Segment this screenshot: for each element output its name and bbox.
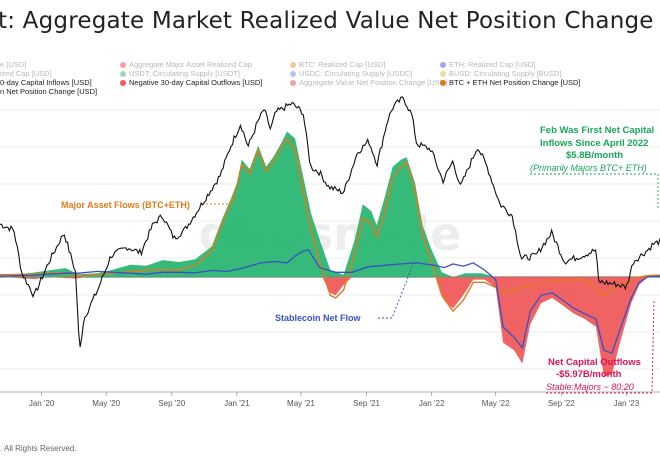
annotation-stablecoin: Stablecoin Net Flow — [275, 313, 362, 323]
legend-item[interactable]: USDC: Circulating Supply [USDC] — [290, 69, 412, 78]
legend: e [USD] Aggregate Major Asset Realized Ca… — [0, 60, 660, 100]
inflow-pointer — [530, 173, 659, 210]
legend-label: USDT: Circulating Supply [USDT] — [129, 69, 240, 78]
price-line-path — [0, 96, 660, 348]
legend-dot — [120, 61, 126, 68]
legend-label: Negative 30-day Capital Outflows [USD] — [129, 78, 263, 87]
legend-label: 0-day Capital Inflows [USD] — [0, 78, 92, 87]
legend-item[interactable]: ETH: Realized Cap [USD] — [440, 60, 535, 69]
legend-dot — [290, 70, 296, 77]
legend-dot — [120, 79, 126, 86]
annotation-outflow-line3: Stable:Majors ~ 80:20 — [546, 382, 634, 392]
legend-label: BTC: Realized Cap [USD] — [299, 60, 386, 69]
x-tick-label: Sep '20 — [158, 399, 185, 408]
stablecoin-flow-line — [0, 249, 660, 354]
legend-item[interactable]: Aggregate Major Asset Realized Cap — [120, 60, 252, 69]
annotation-major-flows: Major Asset Flows (BTC+ETH) — [61, 200, 190, 210]
x-axis: Jan '20 May '20 Sep '20 Jan '21 May '21 Sep '… — [0, 391, 660, 408]
chart-title: t: Aggregate Market Realized Value Net P… — [0, 8, 654, 34]
x-tick-label: May '22 — [482, 399, 510, 408]
grid — [0, 109, 660, 370]
legend-label: Aggregate Major Asset Realized Cap — [129, 60, 252, 69]
flow-lines — [0, 137, 660, 354]
outflow-pointer — [546, 299, 655, 394]
annotation-outflow-line1: Net Capital Outflows — [548, 357, 641, 368]
annotation-inflow-line4: (Primarily Majors BTC+ ETH) — [530, 163, 647, 173]
legend-label: BUSD: Circulating Supply [BUSD] — [449, 69, 562, 78]
legend-item[interactable]: BUSD: Circulating Supply [BUSD] — [440, 69, 562, 78]
legend-item[interactable]: ized Cap [USD] — [0, 69, 52, 78]
legend-item[interactable]: e [USD] — [0, 60, 26, 69]
x-tick-label: Jan '22 — [419, 399, 445, 408]
legend-label: ized Cap [USD] — [0, 69, 52, 78]
legend-item[interactable]: BTC: Realized Cap [USD] — [290, 60, 385, 69]
annotations: Major Asset Flows (BTC+ETH) Stablecoin Ne… — [61, 125, 659, 394]
legend-item[interactable]: BTC + ETH Net Position Change [USD] — [440, 78, 581, 87]
x-tick-label: May '20 — [92, 399, 120, 408]
legend-label: n Net Position Change [USD] — [0, 87, 98, 96]
price-line — [0, 96, 660, 348]
legend-dot — [440, 79, 446, 86]
legend-label: ETH: Realized Cap [USD] — [449, 60, 536, 69]
annotation-inflow-line1: Feb Was First Net Capital — [540, 125, 654, 136]
x-tick-label: Sep '21 — [353, 399, 380, 408]
legend-label: BTC + ETH Net Position Change [USD] — [449, 78, 581, 87]
x-tick-label: Jan '20 — [29, 399, 55, 408]
legend-item[interactable]: Negative 30-day Capital Outflows [USD] — [120, 78, 262, 87]
annotation-inflow-line3: $5.8B/month — [566, 150, 623, 161]
legend-item[interactable]: USDT: Circulating Supply [USDT] — [120, 69, 240, 78]
legend-item[interactable]: 0-day Capital Inflows [USD] — [0, 78, 92, 87]
legend-dot — [290, 79, 296, 86]
x-tick-label: May '21 — [287, 399, 315, 408]
legend-label: e [USD] — [0, 60, 27, 69]
legend-dot — [440, 70, 446, 77]
copyright-footer: . All Rights Reserved. — [0, 444, 77, 453]
legend-label: USDC: Circulating Supply [USDC] — [299, 69, 413, 78]
annotation-outflow-line2: -$5.97B/month — [556, 369, 622, 380]
legend-item[interactable]: Aggregate Value Net Position Change [USD… — [290, 78, 447, 87]
legend-item[interactable]: n Net Position Change [USD] — [0, 87, 97, 96]
legend-dot — [290, 61, 296, 68]
x-tick-label: Sep '22 — [548, 399, 575, 408]
annotation-inflow-line2: Inflows Since April 2022 — [540, 138, 648, 149]
legend-label: Aggregate Value Net Position Change [USD… — [299, 78, 448, 87]
majors-pointer — [206, 195, 237, 205]
x-tick-label: Jan '23 — [614, 399, 640, 408]
x-tick-label: Jan '21 — [224, 399, 250, 408]
legend-dot — [440, 61, 446, 68]
legend-dot — [120, 70, 126, 77]
stablecoin-pointer — [378, 261, 415, 319]
